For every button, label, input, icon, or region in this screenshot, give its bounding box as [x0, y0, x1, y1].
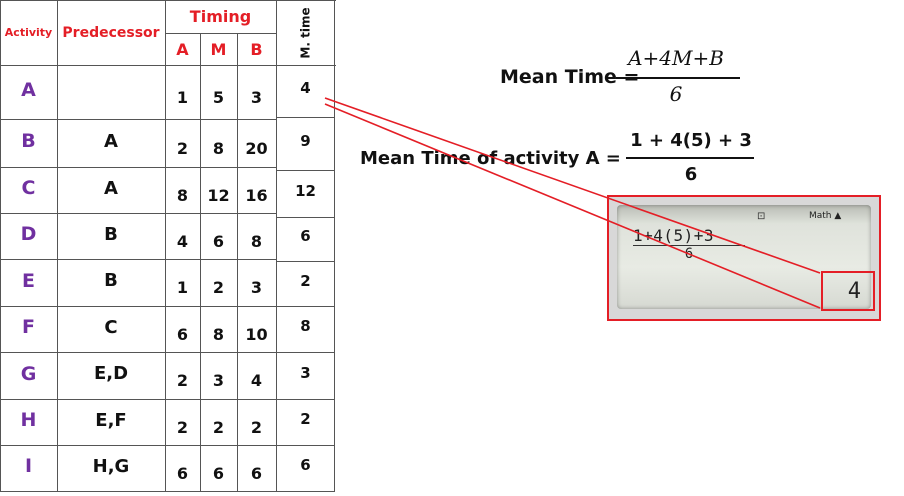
row-activity: G	[20, 362, 37, 385]
activity-table: Activity Predecessor Timing A M B M. tim…	[0, 0, 336, 496]
row-timing-a: 1	[176, 87, 189, 107]
row-predecessor: C	[104, 316, 118, 338]
row-mean-time: 2	[300, 271, 311, 290]
activity-a-example: Mean Time of activity A = 1 + 4(5) + 3 6	[358, 128, 758, 192]
header-timing: Timing	[189, 7, 252, 26]
header-predecessor: Predecessor	[62, 24, 160, 41]
row-mean-time: 2	[300, 410, 311, 428]
calc-result-highlight: 4	[821, 271, 875, 311]
row-timing-b: 3	[250, 278, 263, 297]
formula-denominator: 6	[669, 82, 683, 106]
row-mean-time: 6	[300, 456, 311, 474]
row-mean-time: 9	[300, 131, 311, 150]
row-timing-m: 2	[212, 278, 225, 297]
row-predecessor: A	[104, 130, 118, 152]
header-timing-m: M	[210, 39, 227, 59]
row-mean-time: 3	[300, 363, 311, 382]
row-activity: I	[24, 455, 33, 477]
row-mean-time: 12	[295, 181, 316, 200]
header-activity: Activity	[4, 26, 53, 39]
row-activity: A	[21, 79, 36, 101]
header-mean-time: M. time	[298, 6, 313, 59]
row-timing-m: 6	[212, 231, 225, 251]
formula-numerator: A+4M+B	[628, 46, 724, 70]
row-predecessor: B	[104, 223, 118, 245]
example-fraction-bar	[626, 157, 754, 159]
calc-mode-icon: ⊡	[757, 211, 766, 222]
row-activity: D	[20, 223, 37, 245]
row-mean-time: 4	[300, 79, 311, 97]
row-mean-time: 6	[300, 227, 311, 245]
calc-input-denominator: 6	[684, 246, 694, 262]
row-timing-m: 2	[212, 417, 225, 437]
row-timing-b: 4	[250, 371, 263, 390]
row-timing-m: 6	[212, 463, 225, 483]
row-predecessor: E,D	[93, 363, 129, 384]
row-timing-a: 6	[176, 324, 189, 344]
row-activity: B	[21, 130, 36, 152]
row-activity: E	[22, 269, 35, 292]
example-numerator: 1 + 4(5) + 3	[630, 130, 752, 151]
row-activity: H	[20, 409, 37, 431]
row-timing-a: 8	[176, 185, 189, 205]
row-timing-b: 6	[250, 463, 263, 483]
row-timing-b: 20	[245, 138, 268, 158]
row-activity: C	[21, 177, 36, 199]
calc-mode-indicator: Math ▲	[809, 211, 842, 221]
row-activity: F	[22, 316, 35, 338]
row-timing-m: 3	[212, 371, 225, 390]
row-timing-a: 4	[176, 231, 189, 251]
row-timing-a: 1	[176, 278, 189, 297]
row-timing-m: 12	[207, 185, 230, 205]
formula-label: Mean Time =	[500, 66, 640, 88]
row-mean-time: 8	[300, 317, 311, 335]
header-mean-time-cell: M. time	[276, 0, 335, 65]
row-timing-m: 8	[212, 138, 225, 158]
row-predecessor: A	[104, 177, 118, 199]
row-timing-a: 2	[176, 138, 189, 158]
row-timing-a: 6	[176, 463, 189, 483]
row-predecessor: H,G	[92, 455, 130, 477]
mean-time-formula: Mean Time = A+4M+B 6	[498, 44, 758, 112]
row-timing-b: 3	[250, 87, 263, 107]
row-predecessor	[57, 66, 165, 120]
example-denominator: 6	[684, 164, 698, 185]
calculator-display-frame: ⊡ Math ▲ 1+4(5)+3 6 4	[607, 195, 881, 321]
header-timing-a: A	[176, 39, 189, 59]
row-predecessor: B	[104, 270, 118, 291]
row-timing-m: 5	[212, 87, 225, 107]
row-timing-m: 8	[212, 324, 225, 344]
row-timing-b: 2	[250, 417, 263, 437]
calc-result: 4	[847, 278, 861, 304]
row-timing-b: 10	[245, 324, 268, 344]
row-timing-b: 8	[250, 231, 263, 251]
row-timing-a: 2	[176, 371, 189, 390]
row-timing-b: 16	[245, 185, 268, 205]
example-label: Mean Time of activity A =	[360, 148, 621, 169]
row-timing-a: 2	[176, 417, 189, 437]
formula-fraction-bar	[616, 77, 740, 79]
row-predecessor: E,F	[95, 409, 127, 431]
header-timing-b: B	[250, 39, 263, 59]
calc-input-numerator: 1+4(5)+3	[633, 226, 715, 245]
